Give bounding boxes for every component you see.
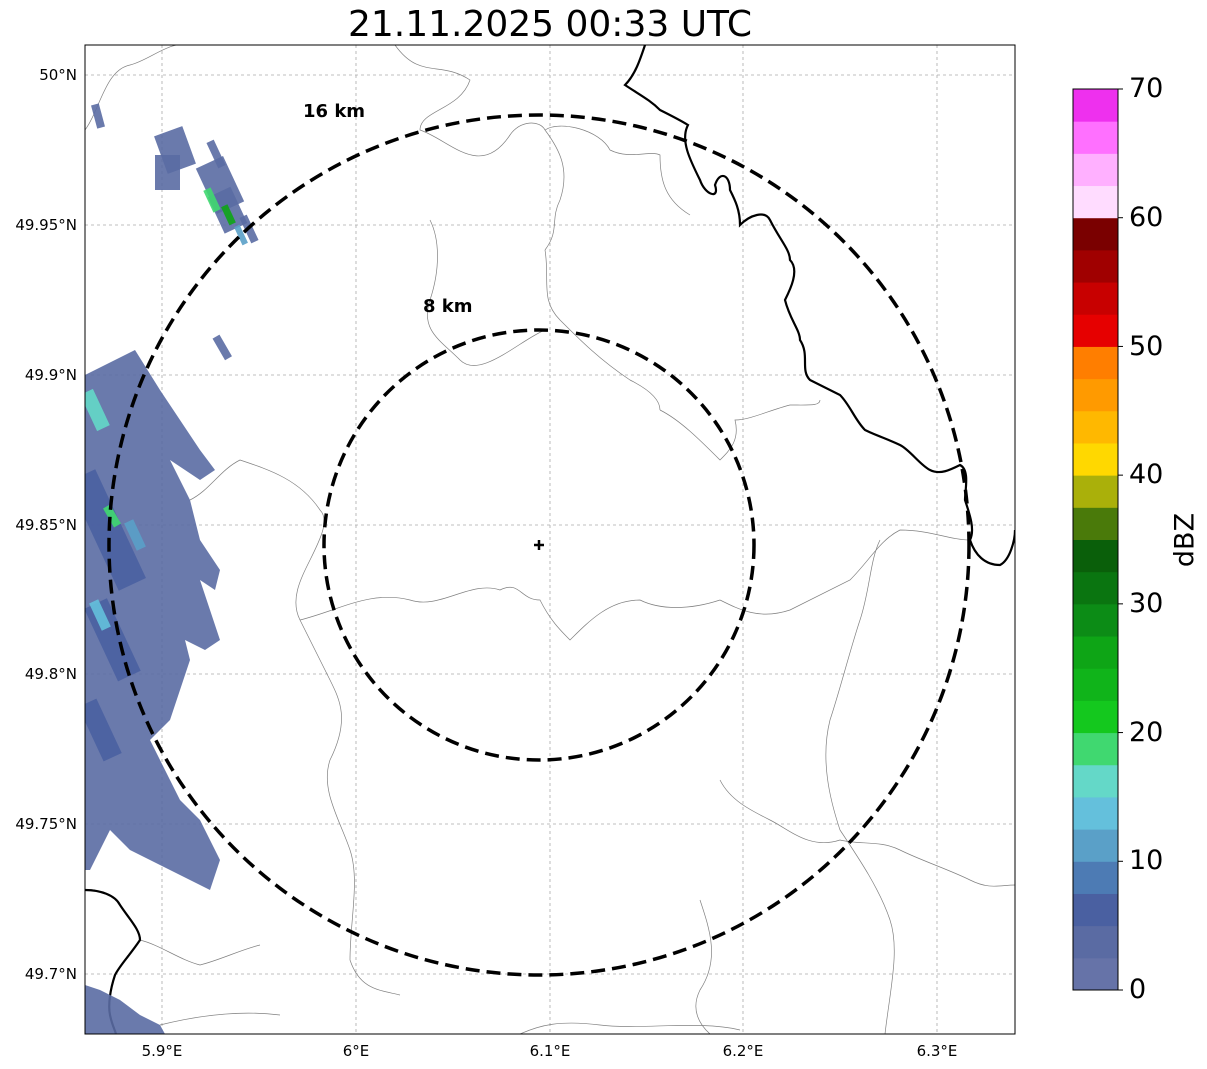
colorbar — [1073, 88, 1123, 991]
colorbar-bin — [1073, 378, 1118, 412]
colorbar-bin — [1073, 636, 1118, 669]
range-ring-16km-outer — [107, 113, 971, 977]
y-tick-label: 49.75°N — [15, 815, 77, 833]
x-tick-label: 6.1°E — [529, 1042, 571, 1060]
colorbar-tick-label: 20 — [1129, 717, 1164, 748]
colorbar-bin — [1073, 571, 1118, 605]
colorbar-tick-label: 50 — [1129, 331, 1164, 362]
colorbar-bin — [1073, 89, 1118, 122]
y-tick-label: 49.8°N — [24, 665, 77, 683]
colorbar-bin — [1073, 410, 1118, 444]
y-tick-label: 49.7°N — [24, 965, 77, 983]
range-ring-16km — [322, 328, 756, 762]
range-ring-label-16km: 16 km — [303, 101, 365, 122]
colorbar-tick-label: 10 — [1129, 845, 1164, 876]
colorbar-frame — [1072, 88, 1119, 991]
colorbar-bin — [1073, 153, 1118, 187]
colorbar-bin — [1073, 668, 1118, 701]
colorbar-bin — [1073, 314, 1118, 347]
colorbar-bin — [1073, 249, 1118, 283]
colorbar-bin — [1073, 442, 1118, 476]
colorbar-bin — [1073, 957, 1118, 991]
colorbar-tick-label: 60 — [1129, 202, 1164, 233]
colorbar-bin — [1073, 925, 1118, 959]
map-title: 21.11.2025 00:33 UTC — [347, 4, 753, 45]
grid-lines — [85, 45, 1015, 1034]
y-tick-label: 50°N — [39, 66, 77, 84]
x-tick-label: 6.2°E — [722, 1042, 764, 1060]
admin-boundaries — [85, 45, 1015, 1034]
x-tick-label: 6.3°E — [916, 1042, 958, 1060]
colorbar-bin — [1073, 539, 1118, 573]
colorbar-bin — [1073, 603, 1118, 637]
colorbar-bin — [1073, 475, 1118, 508]
x-tick-label: 6°E — [342, 1042, 370, 1060]
colorbar-tick-label: 0 — [1129, 974, 1147, 1005]
colorbar-bin — [1073, 507, 1118, 540]
colorbar-bin — [1073, 861, 1118, 894]
map-frame — [84, 44, 1016, 1035]
colorbar-tick-label: 30 — [1129, 588, 1164, 619]
colorbar-bin — [1073, 185, 1118, 219]
colorbar-bin — [1073, 217, 1118, 251]
colorbar-bin — [1073, 796, 1118, 830]
x-tick-label: 5.9°E — [141, 1042, 183, 1060]
colorbar-bin — [1073, 282, 1118, 315]
y-tick-label: 49.9°N — [24, 366, 77, 384]
y-tick-label: 49.85°N — [15, 516, 77, 534]
colorbar-bin — [1073, 764, 1118, 798]
radar-echoes-light — [85, 187, 248, 631]
colorbar-tick-label: 40 — [1129, 459, 1164, 490]
y-tick-label: 49.95°N — [15, 216, 77, 234]
colorbar-label: dBZ — [1169, 512, 1201, 568]
colorbar-bin — [1073, 732, 1118, 766]
colorbar-bin — [1073, 700, 1118, 734]
colorbar-tick-label: 70 — [1129, 73, 1164, 104]
colorbar-bin — [1073, 121, 1118, 154]
colorbar-bin — [1073, 346, 1118, 380]
cross-icon — [534, 540, 544, 550]
colorbar-bin — [1073, 829, 1118, 862]
range-ring-label-8km: 8 km — [423, 296, 473, 317]
radar-echoes — [85, 103, 259, 1034]
colorbar-bin — [1073, 893, 1118, 927]
